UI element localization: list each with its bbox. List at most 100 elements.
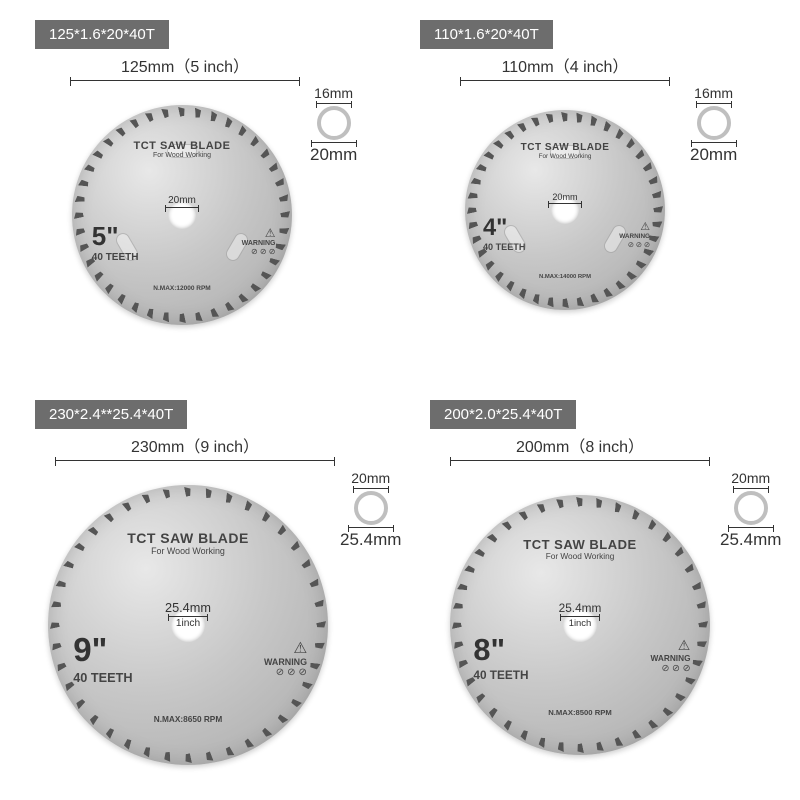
blade-tooth: [314, 599, 325, 608]
blade-tooth: [316, 621, 327, 629]
blade-tooth: [195, 107, 202, 117]
blade-tooth: [74, 698, 85, 709]
blade-tooth: [643, 248, 654, 256]
max-rpm: N.MAX:12000 RPM: [72, 285, 292, 292]
warning-icon: ⚠: [619, 220, 650, 233]
blade-tooth: [178, 106, 186, 117]
blade-tooth: [518, 288, 526, 299]
blade-tooth: [697, 641, 707, 648]
blade-tooth: [685, 677, 696, 685]
arbor-ring: 16mm20mm: [310, 85, 357, 165]
blade-tooth: [464, 565, 475, 573]
ring-large-label: 25.4mm: [720, 530, 781, 550]
spec-badge: 125*1.6*20*40T: [35, 20, 169, 49]
blade-title: TCT SAW BLADE: [48, 530, 328, 546]
blade-label-block: TCT SAW BLADEFor Wood Working: [450, 537, 710, 561]
bore-dimension: 25.4mm1inch: [550, 601, 609, 629]
blade-subtitle: For Wood Working: [48, 546, 328, 556]
ring-large-label: 20mm: [690, 145, 737, 165]
warning-icon: ⚠: [651, 638, 691, 654]
blade-tooth: [471, 178, 482, 185]
blade-tooth: [279, 228, 289, 235]
blade-tooth: [164, 752, 171, 762]
blade-tooth: [614, 280, 625, 291]
arbor-ring: 16mm20mm: [690, 85, 737, 165]
blade-tooth: [557, 742, 564, 752]
blade-tooth: [596, 498, 603, 508]
size-block: 5"40 TEETH: [92, 221, 139, 263]
saw-blade: TCT SAW BLADEFor Wood Working 25.4mm1inch…: [450, 495, 710, 755]
safety-icons: ⊘ ⊘ ⊘: [619, 240, 650, 249]
size-block: 4"40 TEETH: [483, 215, 525, 252]
blade-tooth: [116, 293, 126, 305]
warning-block: ⚠WARNING⊘ ⊘ ⊘: [651, 638, 691, 674]
blade-subtitle: For Wood Working: [72, 152, 292, 159]
blade-tooth: [632, 509, 640, 520]
blade-tooth: [674, 693, 686, 703]
warning-label: WARNING: [619, 233, 650, 240]
spec-badge: 200*2.0*25.4*40T: [430, 400, 576, 429]
blade-label-block: TCT SAW BLADEFor Wood Working: [465, 142, 665, 160]
blade-tooth: [315, 643, 325, 650]
blade-title: TCT SAW BLADE: [450, 537, 710, 552]
blade-tooth: [648, 519, 658, 531]
blade-tooth: [204, 751, 213, 762]
blade-tooth: [613, 737, 623, 749]
blade-tooth: [238, 125, 248, 137]
blade-tooth: [467, 220, 478, 229]
blade-tooth: [143, 747, 150, 758]
blade-tooth: [290, 699, 302, 709]
ring-small-label: 16mm: [310, 85, 357, 101]
teeth-label: 40 TEETH: [73, 670, 132, 685]
blade-tooth: [225, 117, 233, 128]
blade-tooth: [73, 211, 84, 219]
blade-tooth: [652, 191, 663, 200]
size-block: 8"40 TEETH: [473, 632, 528, 682]
blade-tooth: [503, 719, 513, 731]
blade-tooth: [237, 293, 248, 304]
blade-tooth: [131, 302, 139, 313]
warning-label: WARNING: [242, 240, 276, 247]
blade-tooth: [698, 621, 709, 629]
blade-tooth: [129, 117, 140, 129]
spec-badge: 230*2.4**25.4*40T: [35, 400, 187, 429]
blade-tooth: [275, 178, 287, 188]
blade-tooth: [602, 288, 613, 300]
blade-tooth: [260, 271, 272, 281]
blade-tooth: [653, 206, 664, 214]
blade-tooth: [184, 486, 192, 497]
blade-tooth: [561, 111, 569, 122]
diameter-label: 110mm（4 inch）: [460, 53, 670, 77]
safety-icons: ⊘ ⊘ ⊘: [651, 663, 691, 674]
blade-tooth: [476, 163, 487, 171]
blade-tooth: [309, 579, 321, 589]
max-rpm: N.MAX:8650 RPM: [48, 715, 328, 724]
warning-block: ⚠WARNING⊘ ⊘ ⊘: [242, 226, 276, 256]
blade-tooth: [55, 661, 67, 671]
blade-tooth: [615, 128, 625, 140]
blade-tooth: [163, 312, 170, 322]
blade-tooth: [451, 621, 462, 629]
blade-tooth: [302, 681, 313, 689]
blade-tooth: [453, 602, 463, 609]
saw-blade: TCT SAW BLADEFor Wood Working20mm5"40 TE…: [72, 105, 292, 325]
ring-large-label: 25.4mm: [340, 530, 401, 550]
blade-tooth: [115, 126, 126, 137]
blade-tooth: [262, 511, 272, 523]
blade-tooth: [466, 206, 477, 214]
saw-blade: TCT SAW BLADEFor Wood Working20mm4"40 TE…: [465, 110, 665, 310]
bore-dimension: 20mm: [157, 195, 207, 209]
diameter-dimension: 230mm（9 inch）: [55, 433, 335, 461]
ring-small-label: 20mm: [720, 470, 781, 486]
blade-tooth: [206, 488, 213, 498]
size-display: 4": [483, 215, 525, 242]
blade-tooth: [556, 497, 565, 508]
blade-tooth: [279, 194, 290, 203]
blade-tooth: [84, 164, 95, 172]
blade-tooth: [178, 313, 186, 324]
blade-tooth: [518, 509, 529, 521]
blade-tooth: [51, 601, 61, 608]
blade-tooth: [561, 298, 569, 309]
blade-tooth: [648, 176, 660, 186]
max-rpm: N.MAX:14000 RPM: [465, 274, 665, 280]
